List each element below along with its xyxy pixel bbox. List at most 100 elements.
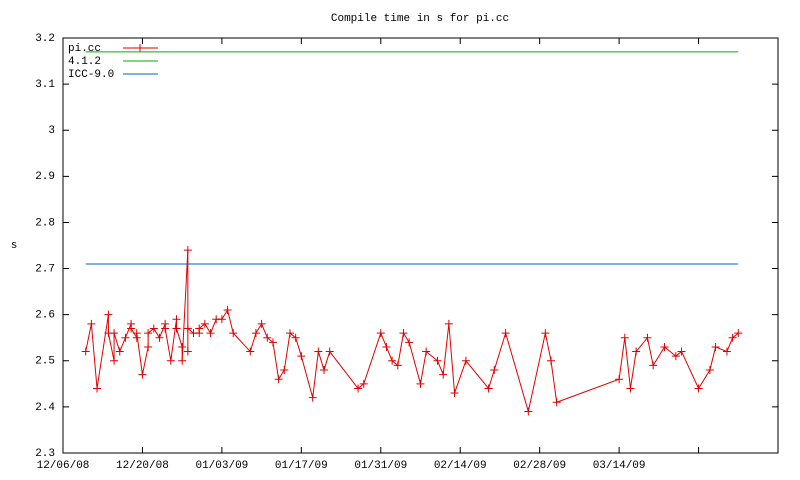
- point-marker: [705, 366, 714, 374]
- point-marker: [490, 366, 499, 374]
- point-marker: [632, 347, 641, 356]
- x-tick-label: 02/14/09: [434, 460, 487, 472]
- y-tick-label: 3.1: [35, 79, 55, 91]
- x-tick-label: 01/17/09: [275, 460, 328, 472]
- point-marker: [183, 246, 192, 255]
- point-marker: [711, 342, 720, 351]
- point-marker: [626, 384, 635, 393]
- legend-label: pi.cc: [68, 43, 101, 55]
- point-marker: [93, 384, 102, 393]
- point-marker: [178, 342, 187, 351]
- y-tick-label: 3: [48, 125, 55, 137]
- x-tick-label: 12/20/08: [116, 460, 169, 472]
- point-marker: [246, 347, 255, 356]
- point-marker: [354, 384, 363, 393]
- point-marker: [81, 347, 90, 356]
- point-marker: [643, 333, 652, 342]
- legend-label: ICC-9.0: [68, 69, 114, 81]
- y-tick-label: 2.5: [35, 356, 55, 368]
- point-marker: [297, 352, 306, 361]
- point-marker: [734, 329, 743, 338]
- y-tick-label: 2.3: [35, 448, 55, 460]
- point-marker: [217, 315, 226, 324]
- y-tick-label: 3.2: [35, 33, 55, 45]
- point-marker: [132, 329, 141, 338]
- y-tick-label: 2.7: [35, 263, 55, 275]
- point-marker: [376, 329, 385, 338]
- x-tick-label: 12/06/08: [37, 460, 90, 472]
- point-marker: [263, 333, 272, 342]
- point-marker: [439, 370, 448, 379]
- point-marker: [547, 356, 556, 365]
- point-marker: [172, 315, 181, 324]
- legend-marker: [136, 44, 144, 52]
- y-tick-label: 2.9: [35, 171, 55, 183]
- point-marker: [405, 338, 414, 347]
- point-marker: [677, 347, 686, 356]
- point-marker: [280, 366, 289, 374]
- point-marker: [422, 347, 431, 356]
- point-marker: [671, 352, 680, 361]
- point-marker: [144, 329, 153, 338]
- point-marker: [161, 324, 170, 333]
- point-marker: [484, 384, 493, 393]
- x-tick-label: 01/03/09: [195, 460, 248, 472]
- point-marker: [285, 329, 294, 338]
- point-marker: [115, 347, 124, 356]
- point-marker: [615, 375, 624, 384]
- point-marker: [166, 356, 175, 365]
- point-marker: [172, 324, 181, 333]
- point-marker: [325, 347, 334, 356]
- point-marker: [620, 333, 629, 342]
- point-marker: [388, 356, 397, 365]
- point-marker: [257, 319, 266, 328]
- x-tick-label: 03/14/09: [593, 460, 646, 472]
- point-marker: [183, 347, 192, 356]
- point-marker: [127, 324, 136, 333]
- point-marker: [110, 329, 119, 338]
- chart-title: Compile time in s for pi.cc: [331, 13, 509, 25]
- point-marker: [399, 329, 408, 338]
- point-marker: [501, 329, 510, 338]
- y-tick-label: 2.8: [35, 217, 55, 229]
- point-marker: [722, 347, 731, 356]
- point-marker: [110, 356, 119, 365]
- point-marker: [178, 356, 187, 365]
- point-marker: [291, 333, 300, 342]
- point-marker: [433, 356, 442, 365]
- point-marker: [552, 398, 561, 407]
- point-marker: [268, 338, 277, 347]
- point-marker: [694, 384, 703, 393]
- point-marker: [359, 379, 368, 388]
- plot-frame: [62, 37, 779, 454]
- point-marker: [314, 347, 323, 356]
- point-marker: [649, 361, 658, 370]
- point-marker: [251, 329, 260, 338]
- point-marker: [450, 389, 459, 398]
- point-marker: [393, 361, 402, 370]
- point-marker: [444, 319, 453, 328]
- series-line: [85, 250, 739, 412]
- y-axis-label: s: [11, 240, 18, 252]
- x-tick-label: 01/31/09: [354, 460, 407, 472]
- point-marker: [121, 333, 130, 342]
- point-marker: [541, 329, 550, 338]
- point-marker: [728, 333, 737, 342]
- point-marker: [149, 324, 158, 333]
- point-marker: [229, 329, 238, 338]
- point-marker: [104, 310, 113, 319]
- point-marker: [183, 324, 192, 333]
- legend-label: 4.1.2: [68, 56, 101, 68]
- point-marker: [223, 306, 232, 315]
- point-marker: [660, 342, 669, 351]
- point-marker: [138, 370, 147, 379]
- point-marker: [524, 407, 533, 416]
- x-tick-label: 02/28/09: [513, 460, 566, 472]
- point-marker: [144, 342, 153, 351]
- point-marker: [382, 342, 391, 351]
- point-marker: [416, 379, 425, 388]
- point-marker: [87, 319, 96, 328]
- y-tick-label: 2.4: [35, 402, 55, 414]
- point-marker: [195, 324, 204, 333]
